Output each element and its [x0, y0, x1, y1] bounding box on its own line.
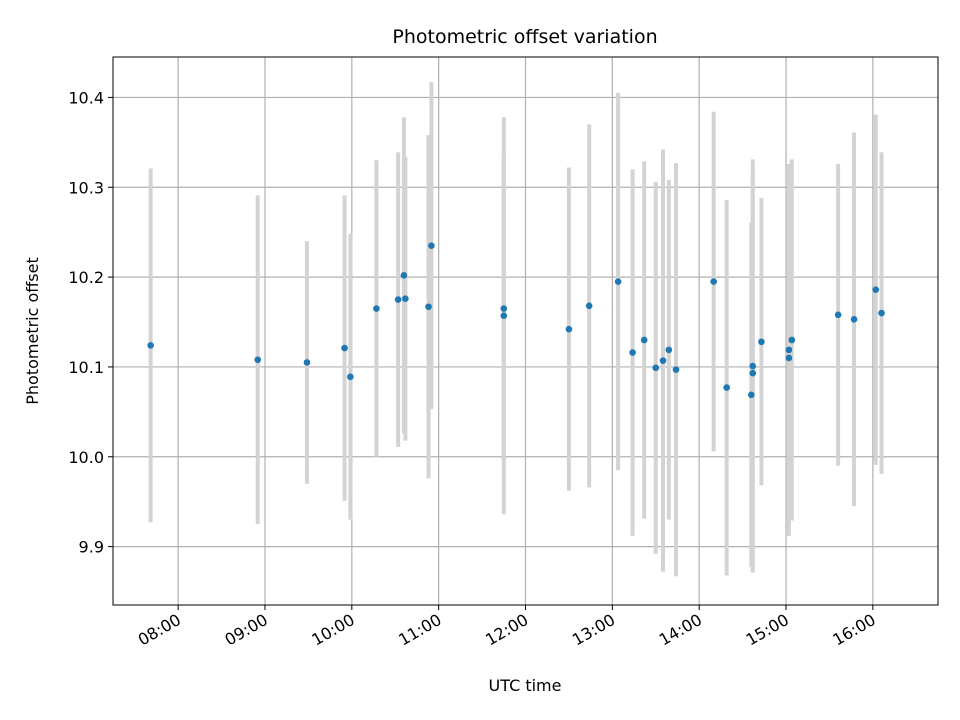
data-point	[254, 356, 262, 364]
data-point	[788, 336, 796, 344]
data-points	[147, 242, 885, 399]
data-point	[723, 384, 730, 391]
y-tick-label: 9.9	[79, 538, 104, 557]
data-point	[614, 278, 622, 285]
y-axis-label: Photometric offset	[23, 257, 42, 405]
data-point	[747, 391, 755, 399]
data-point	[652, 364, 660, 372]
data-point	[585, 302, 593, 310]
data-point	[500, 305, 508, 312]
data-point	[785, 354, 793, 362]
y-tick-label: 10.2	[68, 268, 104, 287]
data-point	[394, 296, 402, 303]
data-point	[665, 346, 673, 354]
data-point	[749, 362, 757, 370]
y-tick-label: 10.4	[68, 88, 104, 107]
data-point	[341, 344, 348, 352]
data-point	[672, 366, 680, 373]
y-axis: 9.9 10.0 10.1 10.2 10.3 10.4	[68, 88, 113, 557]
data-point	[758, 338, 765, 346]
data-point	[347, 373, 354, 381]
data-point	[147, 342, 154, 349]
y-tick-label: 10.0	[68, 448, 104, 467]
x-axis-label: UTC time	[489, 676, 562, 695]
data-point	[640, 336, 648, 344]
data-point	[785, 346, 793, 354]
data-point	[303, 359, 311, 366]
grid	[113, 57, 938, 605]
data-point	[402, 295, 409, 302]
data-point	[373, 305, 380, 312]
data-point	[872, 286, 880, 293]
data-point	[850, 316, 858, 323]
chart-title: Photometric offset variation	[392, 26, 657, 48]
y-tick-label: 10.3	[68, 178, 104, 197]
y-tick-label: 10.1	[68, 358, 104, 377]
data-point	[500, 312, 508, 320]
data-point	[749, 369, 757, 377]
data-point	[710, 278, 717, 285]
data-point	[878, 309, 885, 317]
data-point	[565, 325, 573, 333]
data-point	[659, 357, 667, 364]
data-point	[834, 311, 842, 319]
data-point	[400, 272, 408, 279]
data-point	[428, 242, 435, 249]
data-point	[629, 349, 636, 356]
data-point	[425, 303, 432, 311]
